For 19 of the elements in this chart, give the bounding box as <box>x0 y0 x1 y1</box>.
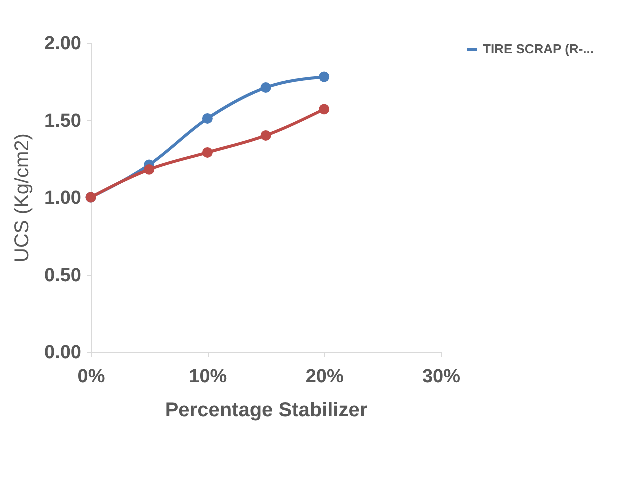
x-tick-label: 0% <box>78 366 106 388</box>
point <box>202 147 213 158</box>
point <box>144 164 155 175</box>
y-tick-label: 0.00 <box>44 342 82 364</box>
point <box>260 82 272 94</box>
y-tick-label: 2.00 <box>44 34 82 54</box>
x-tick-label: 10% <box>189 366 228 388</box>
point <box>319 72 330 82</box>
x-axis-title: Percentage Stabilizer <box>165 400 368 422</box>
point <box>260 130 272 141</box>
y-tick-label: 1.00 <box>44 188 82 209</box>
point <box>202 113 213 124</box>
x-tick-label: 30% <box>422 366 461 388</box>
point <box>319 104 330 115</box>
y-tick-label: 1.50 <box>44 110 82 132</box>
x-tick-label: 20% <box>306 366 344 388</box>
legend-label: TIRE SCRAP (R-... <box>483 42 594 56</box>
y-axis-title: UCS (Kg/cm2) <box>12 134 34 262</box>
y-tick-label: 0.50 <box>44 265 82 286</box>
